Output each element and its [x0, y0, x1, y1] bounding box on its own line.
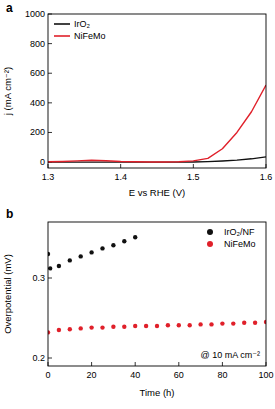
y-tick: [48, 132, 52, 133]
x-tick-label: 1.5: [187, 172, 200, 182]
data-point: [188, 323, 192, 327]
data-point: [48, 266, 52, 270]
data-point: [253, 321, 257, 325]
legend-label: NiFeMo: [224, 239, 256, 249]
legend-label: IrO₂: [74, 19, 90, 29]
legend-swatch: [207, 241, 213, 247]
data-point: [220, 321, 224, 325]
data-point: [144, 324, 148, 328]
y-axis-title: j (mA cm⁻²): [2, 67, 13, 116]
data-point: [111, 325, 115, 329]
y-tick: [48, 358, 52, 359]
figure: a1.31.41.51.602004006008001000E vs RHE (…: [0, 0, 275, 409]
panel: a 1.3 1.4 1.5 1.6 0 200 400 600 800 1000 E vs RHE (…: [2, 1, 272, 198]
data-point: [100, 325, 104, 329]
data-point: [57, 264, 61, 268]
series-line: [48, 85, 266, 162]
data-point: [89, 250, 93, 254]
y-tick-label: 800: [30, 39, 45, 49]
annotation: @ 10 mA cm⁻²: [201, 350, 260, 360]
x-tick-label: 40: [130, 370, 140, 380]
x-tick: [178, 362, 179, 366]
y-tick: [48, 73, 52, 74]
x-tick-label: 20: [87, 370, 97, 380]
plot-frame: [48, 14, 266, 168]
data-point: [79, 254, 83, 258]
x-tick-label: 0: [45, 370, 50, 380]
y-tick-label: 600: [30, 68, 45, 78]
x-tick-label: 1.4: [114, 172, 127, 182]
x-tick: [91, 362, 92, 366]
panel: b 0 20 40 60 80 100 0.2 0.3 Time (h) Overpotential…: [2, 207, 274, 398]
x-axis-title: E vs RHE (V): [129, 187, 185, 198]
data-point: [68, 258, 72, 262]
data-point: [100, 246, 104, 250]
x-tick: [120, 164, 121, 168]
panel-label: a: [6, 1, 13, 15]
legend-label: IrO₂/NF: [224, 227, 255, 237]
x-tick-label: 1.3: [42, 172, 55, 182]
data-point: [133, 324, 137, 328]
data-point: [89, 325, 93, 329]
data-point: [122, 325, 126, 329]
legend: IrO₂/NF NiFeMo: [207, 227, 256, 249]
x-tick-label: 1.6: [260, 172, 273, 182]
y-axis-title: Overpotential (mV): [2, 254, 13, 334]
data-point: [122, 239, 126, 243]
legend-swatch: [54, 35, 70, 37]
data-point: [111, 243, 115, 247]
x-tick: [135, 362, 136, 366]
legend-label: NiFeMo: [74, 31, 106, 41]
x-tick-label: 100: [258, 370, 273, 380]
plot-data: [48, 85, 266, 162]
data-point: [209, 322, 213, 326]
y-tick-label: 400: [30, 98, 45, 108]
y-tick: [48, 102, 52, 103]
x-axis-title: Time (h): [139, 387, 174, 398]
y-tick-label: 0: [40, 157, 45, 167]
y-tick: [48, 43, 52, 44]
x-tick: [222, 362, 223, 366]
x-tick-label: 60: [174, 370, 184, 380]
x-tick: [193, 164, 194, 168]
y-tick: [48, 278, 52, 279]
data-point: [68, 327, 72, 331]
data-point: [198, 322, 202, 326]
data-point: [231, 321, 235, 325]
legend-swatch: [207, 229, 213, 235]
plot-data: [48, 235, 266, 335]
data-point: [177, 323, 181, 327]
data-point: [155, 324, 159, 328]
legend: IrO₂ NiFeMo: [54, 19, 106, 41]
data-point: [57, 328, 61, 332]
data-point: [242, 321, 246, 325]
data-point: [79, 326, 83, 330]
panel-label: b: [6, 207, 13, 221]
y-tick-label: 200: [30, 127, 45, 137]
plot-frame: [48, 222, 266, 366]
y-tick-label: 1000: [25, 9, 45, 19]
legend-swatch: [54, 23, 70, 25]
y-tick-label: 0.2: [32, 353, 45, 363]
data-point: [133, 235, 137, 239]
data-point: [166, 323, 170, 327]
x-tick-label: 80: [217, 370, 227, 380]
y-tick-label: 0.3: [32, 273, 45, 283]
